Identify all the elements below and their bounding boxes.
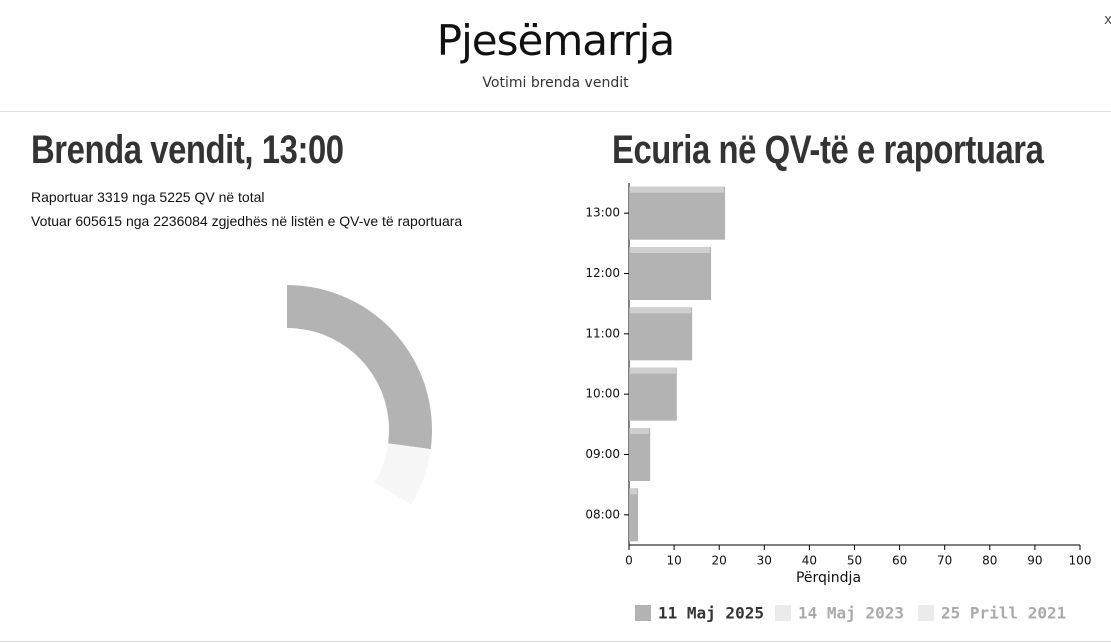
bar-bevel <box>630 488 638 495</box>
bar-bevel <box>630 307 692 314</box>
bar-bevel <box>630 428 650 434</box>
x-tick-label: 20 <box>712 554 727 568</box>
bar-bevel <box>630 367 676 374</box>
x-tick-label: 30 <box>757 554 772 568</box>
x-tick-label: 0 <box>625 554 633 568</box>
x-axis-label: Përqindja <box>796 570 861 586</box>
x-tick-label: 40 <box>802 554 817 568</box>
bar-bevel <box>630 247 711 253</box>
legend-swatch[interactable] <box>775 605 791 621</box>
donut-segment <box>287 285 432 450</box>
bar <box>629 367 677 421</box>
y-tick-label: 11:00 <box>585 326 620 340</box>
y-tick-label: 10:00 <box>585 387 620 401</box>
bar <box>629 428 651 481</box>
summary-line: Votuar 605615 nga 2236084 zgjedhës në li… <box>31 213 463 229</box>
y-tick-label: 13:00 <box>585 206 620 220</box>
bar <box>629 247 712 300</box>
donut-segment <box>374 443 431 505</box>
legend-swatch[interactable] <box>918 605 934 621</box>
bar <box>629 488 639 542</box>
legend-label[interactable]: 14 Maj 2023 <box>798 604 904 623</box>
bar <box>629 186 726 240</box>
divider <box>0 641 1111 642</box>
x-tick-label: 100 <box>1069 554 1092 568</box>
x-tick-label: 80 <box>982 554 997 568</box>
y-tick-label: 12:00 <box>585 266 620 280</box>
page-subtitle: Votimi brenda vendit <box>482 75 629 91</box>
legend-label[interactable]: 25 Prill 2021 <box>941 604 1066 623</box>
x-tick-label: 70 <box>937 554 952 568</box>
chart-title: Ecuria në QV-të e raportuara <box>612 128 1044 172</box>
x-tick-label: 90 <box>1027 554 1042 568</box>
y-tick-label: 09:00 <box>585 447 620 461</box>
legend-label[interactable]: 11 Maj 2025 <box>658 604 764 623</box>
page-title: Pjesëmarrja <box>436 16 675 65</box>
summary-heading: Brenda vendit, 13:00 <box>31 128 344 172</box>
y-tick-label: 08:00 <box>585 507 620 521</box>
x-tick-label: 10 <box>666 554 681 568</box>
bar <box>629 307 693 361</box>
close-button[interactable]: x <box>1104 12 1111 28</box>
x-tick-label: 60 <box>892 554 907 568</box>
legend-swatch[interactable] <box>635 605 651 621</box>
divider <box>0 111 1111 112</box>
bar-bevel <box>630 186 725 193</box>
summary-line: Raportuar 3319 nga 5225 QV në total <box>31 189 265 205</box>
x-tick-label: 50 <box>847 554 862 568</box>
